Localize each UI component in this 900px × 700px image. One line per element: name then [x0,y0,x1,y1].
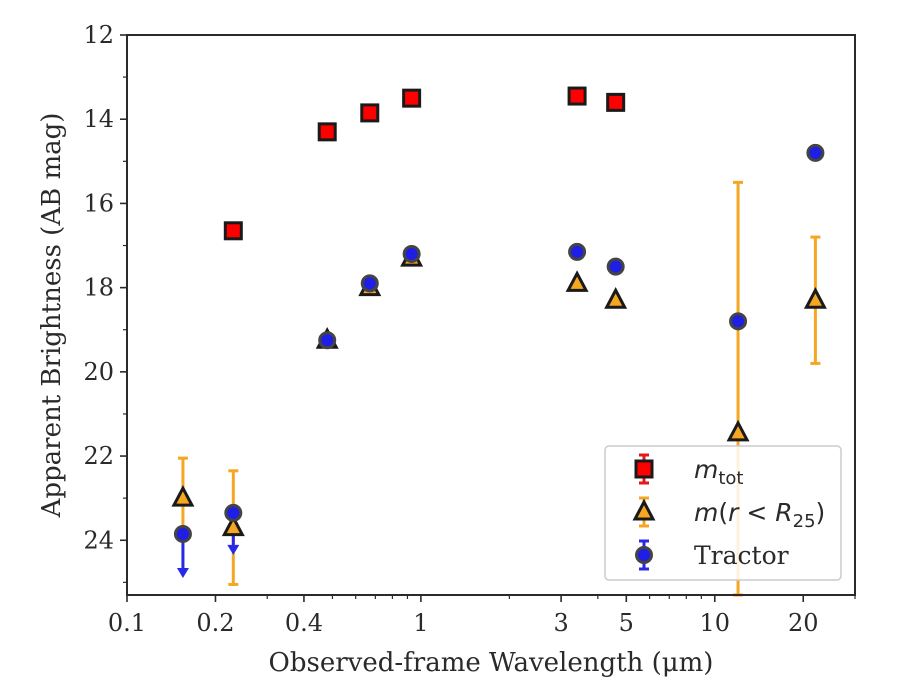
mtot-point [360,103,380,123]
mtot-point [606,92,626,112]
x-tick-label: 20 [788,609,819,637]
x-tick-label: 5 [619,609,634,637]
legend-box [604,445,842,581]
y-tick-label: 14 [83,105,114,133]
m-r25-point [565,270,589,292]
m-r25-point [604,287,628,309]
x-tick-label: 10 [700,609,731,637]
tractor-limit-arrow-head [227,544,240,555]
legend-mtot-marker [634,459,654,479]
tractor-point [360,274,379,293]
y-tick-label: 24 [83,526,114,554]
tractor-point [402,244,421,263]
x-tick-label: 0.4 [285,609,323,637]
x-tick-label: 0.1 [108,609,146,637]
m-r25-point [171,484,195,507]
tractor-point [173,524,192,543]
tractor-point [806,143,825,162]
x-tick-label: 3 [553,609,568,637]
y-tick-label: 22 [83,442,114,470]
tractor-point [729,312,748,331]
legend-m-r25-marker [632,498,656,521]
tractor-point [606,257,625,276]
x-tick-label: 0.2 [196,609,234,637]
axes-layer: 0.1 0.2 0.4 1 3 5 10 20 12 14 16 18 20 22 24 [83,21,856,637]
x-axis-label: Observed-frame Wavelength (μm) [269,648,714,678]
x-tick-label: 1 [413,609,428,637]
points-layer [171,86,827,543]
mtot-point [223,221,243,241]
m-r25-point [221,514,245,537]
legend: mtot m(r < R25) Tractor [604,445,842,581]
y-tick-label: 16 [83,189,114,217]
plot-frame [126,34,856,596]
mtot-point [402,88,422,108]
m-r25-point [803,287,827,309]
tractor-point [568,242,587,261]
legend-tractor-marker [635,546,653,564]
errorbars-layer [176,180,821,597]
tractor-point [318,331,337,350]
tractor-limit-arrow-head [176,568,189,579]
y-tick-label: 12 [83,21,114,49]
y-tick-label: 18 [83,274,114,302]
y-tick-label: 20 [83,358,114,386]
legend-mtot-label: mtot [694,455,744,489]
m-r25-point [726,419,750,442]
y-axis-label: Apparent Brightness (AB mag) [37,113,67,519]
tractor-point [224,503,243,522]
mtot-point [317,122,337,142]
mtot-point [567,86,587,106]
legend-tractor-label: Tractor [694,541,789,570]
legend-m-r25-label: m(r < R25) [694,498,825,532]
